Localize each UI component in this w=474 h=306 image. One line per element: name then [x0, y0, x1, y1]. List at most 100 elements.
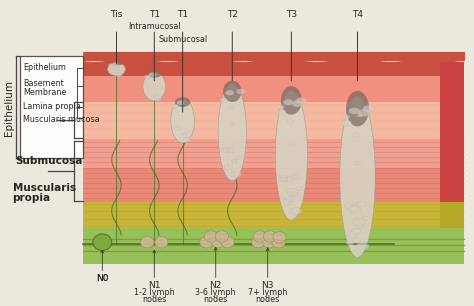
Circle shape — [358, 109, 370, 116]
Circle shape — [227, 148, 235, 153]
Circle shape — [236, 156, 242, 159]
Circle shape — [144, 75, 150, 79]
Circle shape — [346, 240, 354, 245]
Circle shape — [226, 90, 234, 95]
Text: Muscularis mucosa: Muscularis mucosa — [23, 115, 100, 124]
Text: 7+ lymph: 7+ lymph — [248, 288, 287, 297]
Ellipse shape — [143, 72, 165, 101]
Circle shape — [277, 110, 286, 115]
Circle shape — [186, 131, 191, 134]
Ellipse shape — [223, 81, 241, 102]
Circle shape — [349, 108, 360, 114]
Circle shape — [228, 106, 234, 109]
Circle shape — [362, 216, 369, 220]
Bar — [83, 139, 464, 168]
Circle shape — [219, 98, 228, 103]
Circle shape — [283, 99, 293, 105]
Circle shape — [342, 120, 352, 126]
Ellipse shape — [273, 232, 286, 243]
Ellipse shape — [211, 237, 225, 248]
Text: Submucosa: Submucosa — [15, 156, 82, 166]
Circle shape — [296, 187, 302, 191]
Circle shape — [231, 161, 237, 164]
Circle shape — [291, 193, 297, 197]
Text: Basement: Basement — [23, 79, 64, 88]
Ellipse shape — [147, 71, 162, 78]
Circle shape — [154, 96, 162, 101]
Circle shape — [280, 177, 287, 182]
Bar — [83, 168, 464, 202]
Circle shape — [231, 171, 241, 177]
Circle shape — [351, 204, 361, 210]
Circle shape — [352, 218, 365, 226]
Circle shape — [357, 113, 363, 117]
Circle shape — [116, 72, 119, 74]
Text: Epithelium: Epithelium — [23, 63, 66, 72]
Text: Muscularis: Muscularis — [12, 183, 76, 193]
Text: T4: T4 — [352, 10, 363, 19]
Circle shape — [280, 175, 289, 181]
Circle shape — [222, 147, 230, 151]
Text: nodes: nodes — [204, 295, 228, 304]
Circle shape — [286, 197, 294, 202]
Circle shape — [112, 62, 118, 66]
Ellipse shape — [215, 231, 228, 242]
Text: Intramucosal: Intramucosal — [128, 22, 181, 31]
Ellipse shape — [346, 91, 369, 126]
Circle shape — [282, 199, 292, 205]
Ellipse shape — [264, 231, 277, 242]
Ellipse shape — [275, 90, 308, 220]
Circle shape — [116, 73, 122, 77]
Text: N2: N2 — [210, 281, 222, 290]
Circle shape — [291, 208, 302, 215]
Text: Lamina propia: Lamina propia — [23, 102, 81, 111]
Ellipse shape — [218, 84, 246, 181]
FancyBboxPatch shape — [19, 56, 83, 158]
Circle shape — [349, 205, 359, 211]
Text: Submucosal: Submucosal — [158, 35, 207, 43]
Ellipse shape — [221, 237, 234, 248]
Circle shape — [172, 104, 179, 108]
Circle shape — [292, 100, 303, 107]
Ellipse shape — [281, 86, 302, 115]
Ellipse shape — [175, 97, 191, 107]
Circle shape — [342, 115, 350, 119]
Circle shape — [355, 161, 361, 165]
Ellipse shape — [340, 96, 375, 257]
Text: T1: T1 — [177, 10, 188, 19]
Bar — [83, 76, 464, 102]
Ellipse shape — [263, 237, 276, 248]
Circle shape — [363, 105, 374, 112]
Ellipse shape — [155, 237, 168, 248]
Circle shape — [287, 120, 293, 124]
Circle shape — [285, 177, 294, 182]
Ellipse shape — [93, 234, 112, 251]
Text: Tis: Tis — [110, 10, 123, 19]
Circle shape — [291, 174, 299, 180]
Bar — [440, 202, 464, 228]
Ellipse shape — [141, 237, 154, 248]
Circle shape — [277, 105, 284, 109]
Bar — [440, 62, 464, 228]
Circle shape — [177, 101, 184, 105]
Circle shape — [349, 206, 361, 213]
Circle shape — [347, 232, 358, 238]
Ellipse shape — [253, 231, 266, 242]
Text: T2: T2 — [227, 10, 238, 19]
Bar — [83, 202, 464, 228]
Ellipse shape — [171, 99, 194, 143]
Circle shape — [230, 123, 235, 125]
Text: N0: N0 — [96, 274, 109, 283]
Circle shape — [345, 204, 353, 209]
Circle shape — [353, 133, 360, 137]
Ellipse shape — [204, 231, 218, 242]
Bar — [83, 62, 464, 76]
Ellipse shape — [272, 237, 285, 248]
Circle shape — [356, 224, 364, 229]
Circle shape — [174, 127, 181, 130]
Circle shape — [357, 201, 366, 207]
Circle shape — [345, 202, 355, 208]
Text: Epithelium: Epithelium — [4, 80, 14, 136]
Circle shape — [224, 165, 233, 170]
Circle shape — [222, 148, 228, 152]
